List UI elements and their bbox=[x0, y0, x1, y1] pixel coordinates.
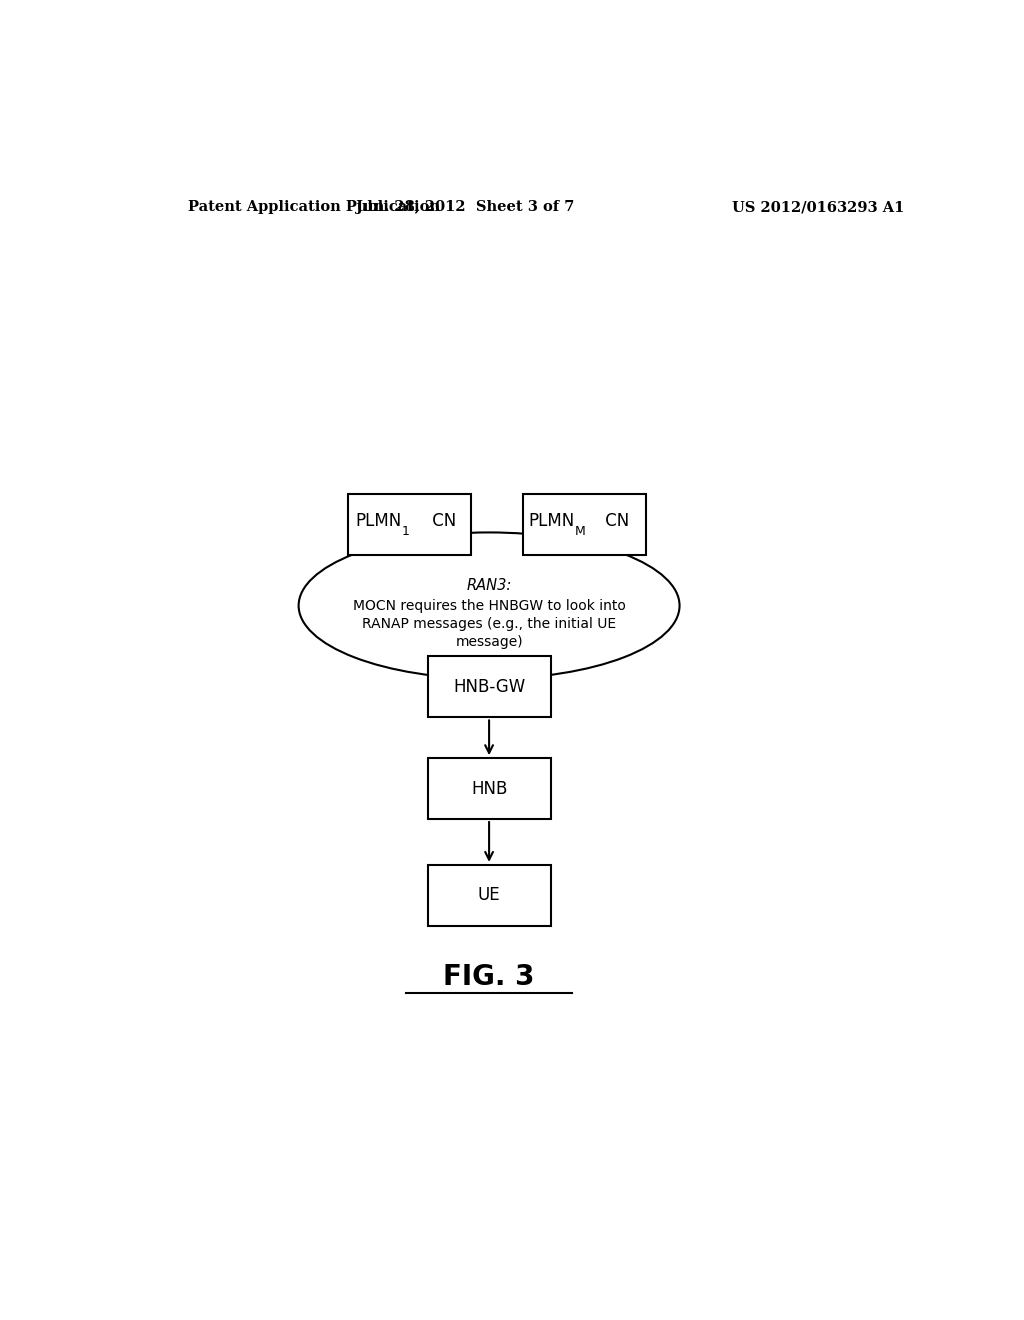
Bar bbox=[523, 494, 646, 554]
Bar bbox=[428, 865, 551, 925]
Text: 1: 1 bbox=[401, 525, 410, 539]
Text: CN: CN bbox=[427, 512, 457, 531]
Text: HNB-GW: HNB-GW bbox=[453, 678, 525, 696]
Bar bbox=[428, 656, 551, 718]
Text: CN: CN bbox=[600, 512, 630, 531]
Text: MOCN requires the HNBGW to look into
RANAP messages (e.g., the initial UE
messag: MOCN requires the HNBGW to look into RAN… bbox=[352, 598, 626, 649]
Bar bbox=[428, 758, 551, 818]
Text: PLMN: PLMN bbox=[528, 512, 574, 531]
Text: US 2012/0163293 A1: US 2012/0163293 A1 bbox=[732, 201, 904, 214]
Ellipse shape bbox=[299, 532, 680, 678]
Text: UE: UE bbox=[478, 886, 501, 904]
Text: Jun. 28, 2012  Sheet 3 of 7: Jun. 28, 2012 Sheet 3 of 7 bbox=[356, 201, 574, 214]
Text: FIG. 3: FIG. 3 bbox=[443, 962, 535, 990]
Bar bbox=[348, 494, 471, 554]
Text: M: M bbox=[574, 525, 586, 539]
Text: PLMN: PLMN bbox=[355, 512, 401, 531]
Text: RAN3:: RAN3: bbox=[467, 578, 512, 593]
Text: Patent Application Publication: Patent Application Publication bbox=[187, 201, 439, 214]
Text: HNB: HNB bbox=[471, 780, 507, 797]
